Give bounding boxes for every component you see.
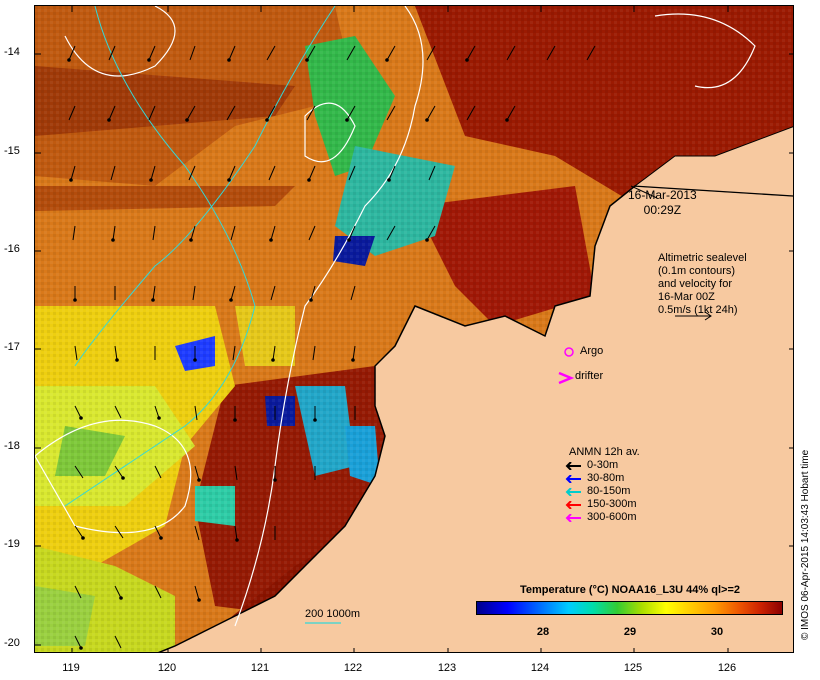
time-text: 00:29Z — [643, 203, 682, 217]
colorbar-tick: 29 — [623, 626, 637, 638]
depth-contours — [64, 6, 336, 507]
argo-label: Argo — [580, 345, 604, 357]
arrow-icon — [565, 474, 581, 483]
anmn-legend: ANMN 12h av. 0-30m 30-80m 80-150m 150-30… — [565, 446, 640, 524]
legend-label: 80-150m — [587, 485, 631, 497]
arrow-icon — [565, 487, 581, 496]
legend-label: 0-30m — [587, 459, 619, 471]
drifter-marker — [558, 371, 575, 385]
legend-row: 0-30m — [565, 459, 640, 472]
anmn-title: ANMN 12h av. — [569, 446, 640, 458]
x-tick-label: 119 — [62, 662, 80, 674]
velocity-arrows — [68, 45, 596, 649]
x-tick-label: 125 — [623, 662, 643, 674]
x-tick-label: 126 — [717, 662, 737, 674]
sst-map[interactable] — [34, 5, 794, 653]
arrow-icon — [565, 461, 581, 470]
sealevel-line: 0.5m/s (1kt 24h) — [658, 304, 738, 316]
argo-marker — [564, 347, 574, 357]
y-tick-label: -17 — [4, 341, 20, 353]
legend-row: 300-600m — [565, 511, 640, 524]
depth-contour-label: 200 1000m — [305, 608, 361, 620]
arrow-icon — [565, 500, 581, 509]
y-tick-label: -18 — [4, 440, 20, 452]
x-tick-label: 121 — [250, 662, 270, 674]
imos-credit: © IMOS 06-Apr-2015 14:03:43 Hobart time — [800, 449, 811, 640]
legend-label: 30-80m — [587, 472, 625, 484]
sealevel-contours — [35, 6, 756, 627]
sealevel-line: Altimetric sealevel — [658, 252, 747, 264]
date-time-label: 16-Mar-2013 00:29Z — [628, 188, 697, 218]
legend-label: 150-300m — [587, 498, 637, 510]
sealevel-line: and velocity for — [658, 278, 732, 290]
sst-field — [35, 6, 793, 652]
y-tick-label: -14 — [4, 46, 20, 58]
y-tick-label: -16 — [4, 243, 20, 255]
x-tick-label: 124 — [530, 662, 550, 674]
sealevel-line: (0.1m contours) — [658, 265, 736, 277]
y-tick-label: -19 — [4, 538, 20, 550]
date-text: 16-Mar-2013 — [628, 188, 697, 202]
colorbar-tick: 30 — [710, 626, 724, 638]
sealevel-line: 16-Mar 00Z — [658, 291, 715, 303]
drifter-label: drifter — [575, 370, 604, 382]
sealevel-legend: Altimetric sealevel (0.1m contours) and … — [658, 252, 747, 317]
legend-label: 300-600m — [587, 511, 637, 523]
legend-row: 150-300m — [565, 498, 640, 511]
colorbar-tick: 28 — [536, 626, 550, 638]
land-mass — [157, 185, 793, 652]
arrow-heads — [67, 58, 509, 650]
colorbar-title: Temperature (°C) NOAA16_L3U 44% ql>=2 — [520, 584, 740, 596]
arrow-icon — [565, 513, 581, 522]
legend-row: 30-80m — [565, 472, 640, 485]
y-tick-label: -20 — [4, 637, 20, 649]
y-tick-label: -15 — [4, 145, 20, 157]
x-tick-label: 122 — [343, 662, 363, 674]
legend-row: 80-150m — [565, 485, 640, 498]
temperature-colorbar — [476, 601, 783, 615]
x-tick-label: 120 — [157, 662, 177, 674]
x-tick-label: 123 — [437, 662, 457, 674]
